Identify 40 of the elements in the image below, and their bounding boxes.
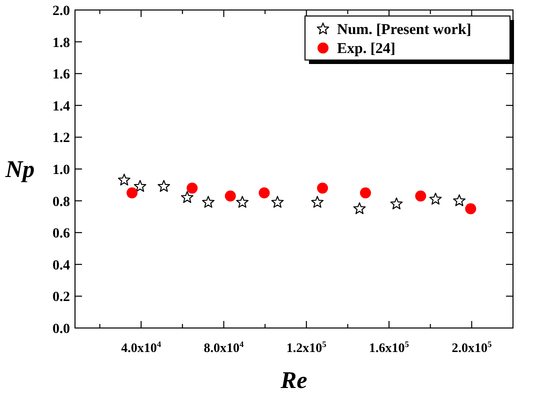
point [429,192,442,205]
point [186,182,198,194]
point [134,180,146,192]
point [271,196,284,208]
x-axis-title: Re [280,368,308,394]
point [311,196,324,208]
point [465,203,476,214]
x-tick-label: 8.0x10$^{4}$ [204,339,245,355]
x-tick-label: 4.0x10$^{4}$ [121,339,162,355]
y-tick-label: 1.6 [52,68,70,83]
point [158,180,170,192]
point [390,197,403,210]
point [118,174,130,186]
point [236,196,249,208]
x-tick-label: 1.2x10$^{5}$ [286,339,326,355]
point [202,196,214,208]
point [360,187,371,198]
y-tick-label: 0.4 [52,258,70,274]
point [258,187,270,198]
point [317,182,328,194]
y-tick-label: 1.0 [52,163,70,178]
legend-label: Num. [Present work] [337,22,472,38]
point [126,187,138,198]
y-axis-title: Np [4,157,35,183]
point [224,190,236,202]
y-tick-label: 0.6 [52,226,70,242]
y-tick-label: 1.2 [52,131,70,146]
point [415,190,426,202]
y-tick-label: 0.2 [52,290,70,306]
y-tick-label: 1.8 [52,36,70,51]
y-tick-label: 1.4 [52,99,70,114]
x-tick-label: 2.0x10$^{5}$ [452,339,492,355]
x-tick-label: 1.6x10$^{5}$ [369,339,410,355]
legend-label: Exp. [24] [337,41,396,57]
y-tick-label: 0.8 [52,194,70,210]
point [453,194,466,206]
y-tick-label: 2.0 [52,4,70,19]
point [180,191,194,203]
point [353,202,366,214]
y-tick-label: 0.0 [52,322,70,337]
